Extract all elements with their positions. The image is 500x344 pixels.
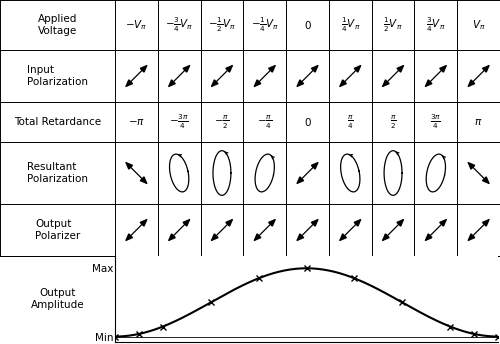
Polygon shape — [482, 177, 489, 183]
Polygon shape — [312, 220, 318, 226]
Text: Input
Polarization: Input Polarization — [27, 65, 88, 87]
Polygon shape — [354, 220, 360, 226]
Text: $-\frac{\pi}{2}$: $-\frac{\pi}{2}$ — [214, 114, 230, 130]
Polygon shape — [183, 66, 190, 72]
Text: $-\pi$: $-\pi$ — [128, 117, 145, 127]
Polygon shape — [140, 66, 146, 72]
Polygon shape — [468, 80, 474, 86]
Text: $\frac{3}{4}V_{\pi}$: $\frac{3}{4}V_{\pi}$ — [426, 16, 446, 34]
Text: $-\frac{\pi}{4}$: $-\frac{\pi}{4}$ — [257, 114, 272, 130]
Polygon shape — [383, 80, 389, 86]
Text: $-\frac{1}{4}V_{\pi}$: $-\frac{1}{4}V_{\pi}$ — [250, 16, 279, 34]
Polygon shape — [212, 80, 218, 86]
Text: $0$: $0$ — [304, 19, 312, 31]
Polygon shape — [354, 66, 360, 72]
Polygon shape — [383, 234, 389, 240]
Polygon shape — [140, 220, 146, 226]
Text: $-\frac{3}{4}V_{\pi}$: $-\frac{3}{4}V_{\pi}$ — [165, 16, 194, 34]
Text: Applied
Voltage: Applied Voltage — [38, 14, 77, 36]
Polygon shape — [397, 66, 404, 72]
Polygon shape — [297, 234, 304, 240]
Polygon shape — [254, 80, 261, 86]
Text: $-\frac{3\pi}{4}$: $-\frac{3\pi}{4}$ — [170, 113, 189, 131]
Polygon shape — [468, 163, 474, 169]
Text: $\frac{3\pi}{4}$: $\frac{3\pi}{4}$ — [430, 113, 442, 131]
Polygon shape — [340, 234, 346, 240]
Polygon shape — [312, 66, 318, 72]
Text: Output
Amplitude: Output Amplitude — [30, 288, 84, 310]
Polygon shape — [426, 80, 432, 86]
Polygon shape — [340, 80, 346, 86]
Text: Total Retardance: Total Retardance — [14, 117, 101, 127]
Polygon shape — [169, 80, 175, 86]
Polygon shape — [482, 66, 489, 72]
Polygon shape — [126, 80, 132, 86]
Text: $\frac{1}{4}V_{\pi}$: $\frac{1}{4}V_{\pi}$ — [340, 16, 360, 34]
Text: Output
Polarizer: Output Polarizer — [35, 219, 80, 241]
Polygon shape — [468, 234, 474, 240]
Polygon shape — [268, 220, 275, 226]
Text: $-V_{\pi}$: $-V_{\pi}$ — [126, 18, 148, 32]
Polygon shape — [397, 220, 404, 226]
Text: $\frac{\pi}{2}$: $\frac{\pi}{2}$ — [390, 114, 396, 130]
Polygon shape — [440, 66, 446, 72]
Text: $\frac{1}{2}V_{\pi}$: $\frac{1}{2}V_{\pi}$ — [384, 16, 403, 34]
Polygon shape — [226, 220, 232, 226]
Polygon shape — [482, 220, 489, 226]
Polygon shape — [140, 177, 146, 183]
Polygon shape — [169, 234, 175, 240]
Polygon shape — [312, 163, 318, 169]
Text: $V_{\pi}$: $V_{\pi}$ — [472, 18, 486, 32]
Polygon shape — [126, 163, 132, 169]
Text: Resultant
Polarization: Resultant Polarization — [27, 162, 88, 184]
Text: $0$: $0$ — [304, 116, 312, 128]
Polygon shape — [226, 66, 232, 72]
Polygon shape — [297, 177, 304, 183]
Polygon shape — [183, 220, 190, 226]
Polygon shape — [268, 66, 275, 72]
Polygon shape — [297, 80, 304, 86]
Polygon shape — [440, 220, 446, 226]
Text: $\frac{\pi}{4}$: $\frac{\pi}{4}$ — [347, 114, 354, 130]
Text: $-\frac{1}{2}V_{\pi}$: $-\frac{1}{2}V_{\pi}$ — [208, 16, 236, 34]
Polygon shape — [212, 234, 218, 240]
Polygon shape — [254, 234, 261, 240]
Polygon shape — [426, 234, 432, 240]
Text: $\pi$: $\pi$ — [474, 117, 483, 127]
Polygon shape — [126, 234, 132, 240]
